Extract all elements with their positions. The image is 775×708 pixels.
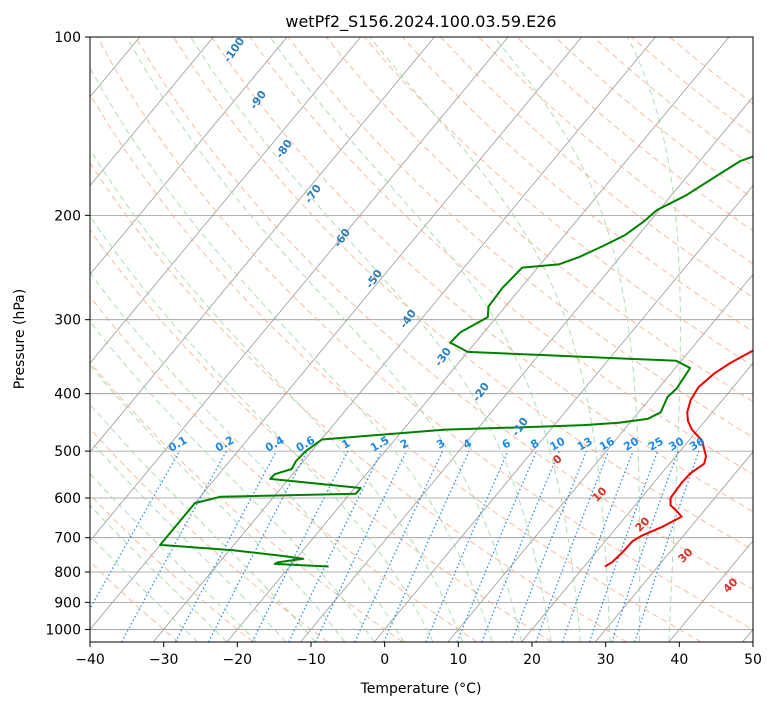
x-tick-label: −40 — [75, 652, 105, 668]
dewpoint-line — [159, 155, 753, 568]
mixing-ratio-line — [535, 450, 610, 642]
moist-adiabat-line — [269, 37, 581, 642]
x-tick-label: 0 — [380, 652, 389, 668]
x-tick-label: 20 — [523, 652, 541, 668]
y-tick-label: 200 — [54, 208, 81, 224]
y-tick-label: 800 — [54, 565, 81, 581]
moist-adiabat-line — [494, 37, 641, 642]
x-tick-label: 30 — [597, 652, 615, 668]
moist-adiabat-line — [190, 37, 552, 642]
isotherm-line — [594, 451, 753, 642]
y-tick-label: 600 — [54, 491, 81, 507]
moist-adiabat-line — [90, 320, 375, 642]
plot-frame — [89, 36, 754, 643]
y-axis-label: Pressure (hPa) — [12, 289, 28, 389]
moist-adiabat-line — [627, 37, 681, 642]
moist-adiabat-line — [90, 364, 346, 642]
isotherm-line — [0, 37, 66, 642]
x-axis-label: Temperature (°C) — [360, 681, 482, 697]
dry-adiabat-line — [90, 560, 179, 642]
isotherm-line — [90, 37, 214, 187]
dry-adiabat-line — [90, 361, 403, 642]
mixing-ratio-line — [90, 450, 181, 610]
dry-adiabat-line — [90, 295, 478, 642]
isotherm-line — [373, 185, 753, 642]
y-tick-label: 700 — [54, 531, 81, 547]
mixing-ratio-line — [634, 450, 700, 642]
dry-adiabat-line — [402, 37, 753, 333]
y-tick-label: 400 — [54, 387, 81, 403]
axes: −40 −30 −20 −10 0 10 20 30 40 50 100 200 300 400 500 60… — [45, 30, 762, 668]
dry-adiabat-line — [90, 161, 627, 642]
x-tick-label: −30 — [149, 652, 179, 668]
isotherm-line — [90, 37, 435, 453]
mixing-ratio-line — [425, 450, 509, 642]
isotherm-line — [447, 273, 753, 642]
dry-adiabat-line — [90, 93, 702, 642]
mixing-ratio-line — [456, 450, 538, 642]
isotherm-line — [90, 37, 362, 364]
mixing-ratio-line — [588, 450, 659, 642]
temperature-line — [604, 314, 753, 568]
profile-lines — [159, 155, 753, 568]
isotherm-line — [152, 37, 656, 642]
background-lines — [0, 37, 753, 642]
isotherm-line — [521, 362, 753, 642]
y-tick-label: 1000 — [45, 622, 81, 638]
y-tick-label: 500 — [54, 444, 81, 460]
x-tick-label: 50 — [744, 652, 762, 668]
x-tick-label: −10 — [296, 652, 326, 668]
moist-adiabat-line — [90, 403, 316, 642]
dry-adiabat-line — [325, 37, 753, 403]
mixing-ratio-line — [561, 450, 634, 642]
isotherm-line — [90, 37, 509, 542]
moist-adiabat-line — [90, 535, 198, 642]
y-tick-label: 300 — [54, 313, 81, 329]
plot-background — [90, 37, 753, 642]
moist-adiabat-line — [90, 148, 464, 642]
moist-adiabat-line — [126, 37, 523, 642]
mixing-ratio-line — [511, 450, 588, 642]
y-tick-label: 900 — [54, 595, 81, 611]
chart-title: wetPf2_S156.2024.100.03.59.E26 — [285, 12, 556, 32]
dry-adiabat-line — [363, 37, 753, 367]
isotherm-line — [226, 37, 730, 642]
y-tick-label: 100 — [54, 30, 81, 46]
x-tick-label: −20 — [223, 652, 253, 668]
mixing-ratio-line — [481, 450, 560, 642]
mixing-ratio-line — [611, 450, 679, 642]
moist-adiabat-line — [90, 504, 228, 642]
moist-adiabat-line — [90, 271, 405, 642]
x-tick-label: 40 — [670, 652, 688, 668]
mixing-ratio-line — [174, 450, 277, 642]
x-tick-label: 10 — [449, 652, 467, 668]
moist-adiabat-line — [90, 66, 493, 642]
isotherm-line — [90, 37, 288, 276]
moist-adiabat-line — [369, 37, 611, 642]
mixing-ratio-line — [383, 450, 470, 642]
mixing-ratio-line — [121, 450, 227, 642]
